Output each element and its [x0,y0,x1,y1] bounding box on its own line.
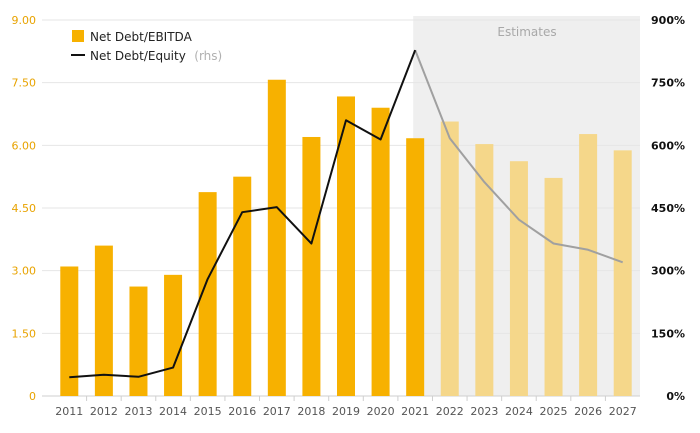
right-tick-label: 450% [651,202,685,215]
x-tick-label: 2023 [470,405,498,418]
x-tick-label: 2016 [228,405,256,418]
x-tick-label: 2021 [401,405,429,418]
right-tick-label: 0% [666,390,685,403]
right-tick-label: 150% [651,327,685,340]
x-tick-label: 2017 [263,405,291,418]
bar-2015 [198,192,217,396]
x-tick-label: 2025 [540,405,568,418]
x-tick-label: 2026 [574,405,602,418]
left-tick-label: 1.50 [12,327,37,340]
line-segment-actual [69,49,417,379]
x-tick-label: 2011 [55,405,83,418]
x-tick-label: 2014 [159,405,187,418]
bar-2026 [579,134,598,396]
line-net-debt-equity [69,49,624,379]
bar-2022 [440,121,459,397]
bar-2023 [475,144,494,396]
bar-2012 [94,245,113,396]
bar-2027 [613,150,632,396]
left-tick-label: 4.50 [12,202,37,215]
line-segment-estimates [414,49,624,264]
left-tick-label: 7.50 [12,77,37,90]
bar-2021 [406,138,425,396]
bar-2018 [302,136,321,396]
x-tick-label: 2018 [297,405,325,418]
bars-net-debt-ebitda [60,79,632,397]
right-tick-label: 300% [651,265,685,278]
legend-label-net-debt-equity-name: Net Debt/Equity [90,49,186,63]
legend: Net Debt/EBITDA Net Debt/Equity (rhs) [71,30,222,64]
left-axis-ticks: 0 1.50 3.00 4.50 6.00 7.50 9.00 [12,14,37,403]
x-axis-ticks: 2011 2012 2013 2014 2015 2016 2017 2018 2019 2020… [55,396,637,418]
legend-swatch-bar [72,30,84,42]
estimates-label: Estimates [497,25,556,39]
left-tick-label: 9.00 [12,14,37,27]
bar-2016 [233,176,252,396]
bar-2013 [129,286,148,396]
legend-label-rhs-note: (rhs) [194,49,222,63]
bar-2011 [60,266,79,396]
x-tick-label: 2027 [609,405,637,418]
x-tick-label: 2015 [194,405,222,418]
right-tick-label: 600% [651,139,685,152]
x-tick-label: 2020 [367,405,395,418]
bar-2024 [509,161,528,396]
left-tick-label: 3.00 [12,265,37,278]
x-tick-label: 2024 [505,405,533,418]
x-tick-label: 2012 [90,405,118,418]
bar-2020 [371,107,390,396]
right-tick-label: 900% [651,14,685,27]
bar-2017 [267,79,286,397]
right-axis-ticks: 0% 150% 300% 450% 600% 750% 900% [651,14,685,403]
x-tick-label: 2013 [124,405,152,418]
left-tick-label: 0 [29,390,36,403]
x-tick-label: 2022 [436,405,464,418]
left-tick-label: 6.00 [12,139,37,152]
x-tick-label: 2019 [332,405,360,418]
right-tick-label: 750% [651,77,685,90]
legend-label-net-debt-equity: Net Debt/Equity (rhs) [90,47,222,64]
bar-2019 [337,96,355,396]
bar-2014 [164,274,183,396]
legend-label-net-debt-ebitda: Net Debt/EBITDA [90,30,193,44]
bar-2025 [544,177,563,396]
